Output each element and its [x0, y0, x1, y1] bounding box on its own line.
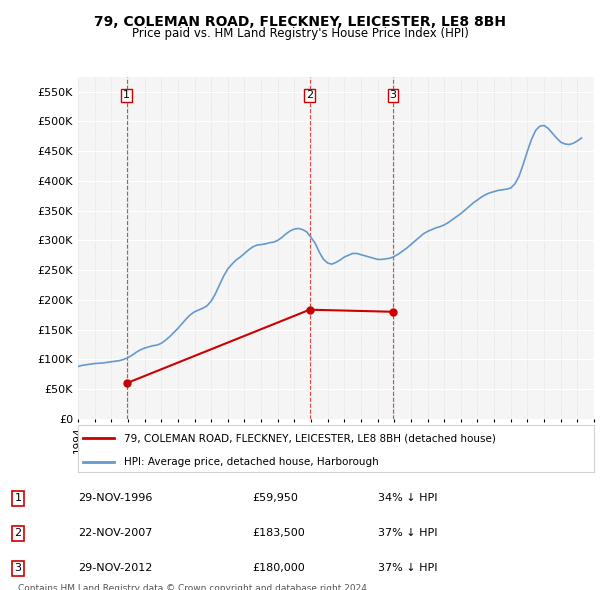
- Text: 1: 1: [14, 493, 22, 503]
- Text: 2: 2: [306, 90, 313, 100]
- Text: £59,950: £59,950: [252, 493, 298, 503]
- Text: £180,000: £180,000: [252, 563, 305, 573]
- Text: 1: 1: [123, 90, 130, 100]
- Text: 34% ↓ HPI: 34% ↓ HPI: [378, 493, 437, 503]
- Text: 3: 3: [14, 563, 22, 573]
- Point: [388, 307, 398, 316]
- Text: 3: 3: [389, 90, 397, 100]
- Point: [305, 305, 314, 314]
- Text: HPI: Average price, detached house, Harborough: HPI: Average price, detached house, Harb…: [124, 457, 379, 467]
- Text: 79, COLEMAN ROAD, FLECKNEY, LEICESTER, LE8 8BH: 79, COLEMAN ROAD, FLECKNEY, LEICESTER, L…: [94, 15, 506, 29]
- Text: Price paid vs. HM Land Registry's House Price Index (HPI): Price paid vs. HM Land Registry's House …: [131, 27, 469, 40]
- Point: [122, 379, 131, 388]
- Text: Contains HM Land Registry data © Crown copyright and database right 2024.
This d: Contains HM Land Registry data © Crown c…: [18, 584, 370, 590]
- Text: 37% ↓ HPI: 37% ↓ HPI: [378, 529, 437, 538]
- Text: 29-NOV-2012: 29-NOV-2012: [78, 563, 152, 573]
- Text: 79, COLEMAN ROAD, FLECKNEY, LEICESTER, LE8 8BH (detached house): 79, COLEMAN ROAD, FLECKNEY, LEICESTER, L…: [124, 433, 496, 443]
- Text: £183,500: £183,500: [252, 529, 305, 538]
- Text: 22-NOV-2007: 22-NOV-2007: [78, 529, 152, 538]
- Text: 29-NOV-1996: 29-NOV-1996: [78, 493, 152, 503]
- Text: 37% ↓ HPI: 37% ↓ HPI: [378, 563, 437, 573]
- Text: 2: 2: [14, 529, 22, 538]
